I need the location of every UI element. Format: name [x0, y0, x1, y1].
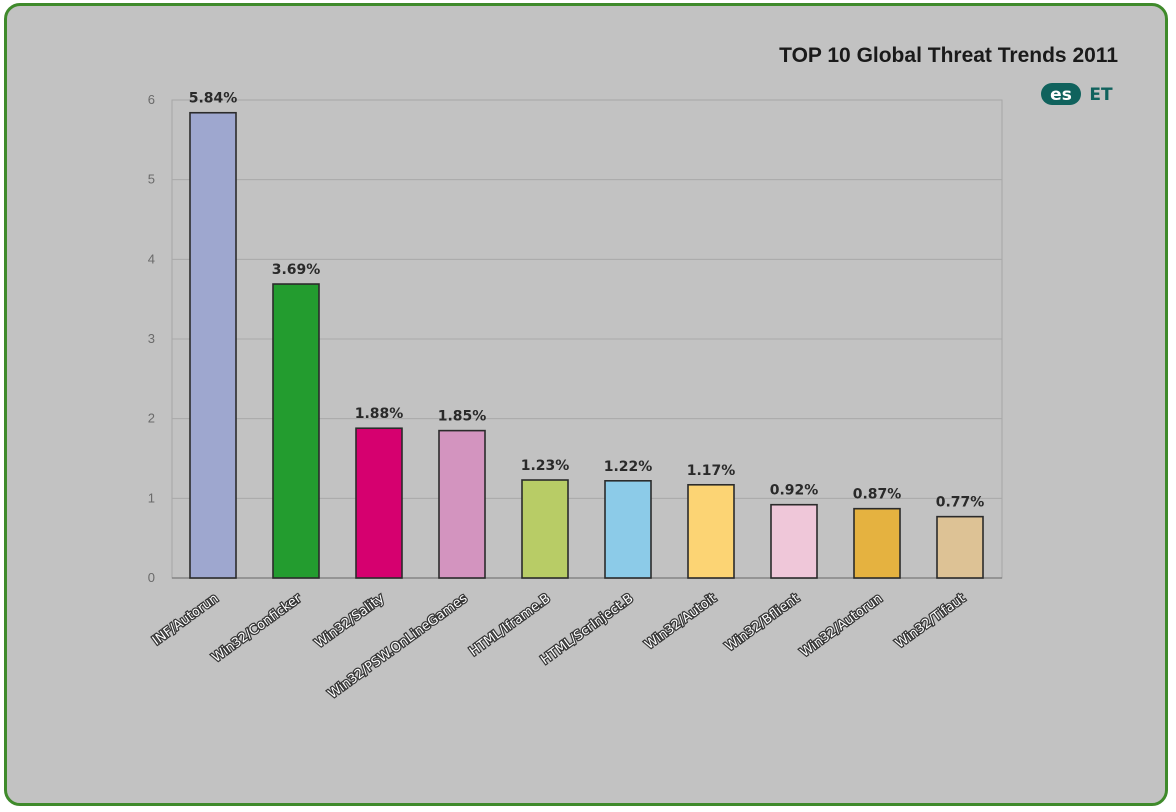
- chart-title: TOP 10 Global Threat Trends 2011: [779, 44, 1118, 67]
- x-tick-label: Win32/Bflient: [723, 591, 803, 655]
- x-tick-label: Win32/Conficker: [209, 591, 304, 666]
- y-tick-label: 4: [148, 251, 155, 266]
- y-tick-label: 3: [148, 331, 155, 346]
- data-label: 0.87%: [853, 487, 902, 503]
- x-tick-label: HTML/Iframe.B: [467, 591, 553, 660]
- x-tick-label: Win32/Tifaut: [893, 591, 968, 652]
- data-label: 0.92%: [770, 483, 819, 499]
- x-tick-label: Win32/PSW.OnLineGames: [326, 591, 471, 702]
- data-label: 1.22%: [604, 459, 653, 475]
- bar: [438, 429, 486, 579]
- bar: [687, 483, 735, 579]
- svg-text:es: es: [1050, 85, 1072, 105]
- data-label: 1.23%: [521, 458, 570, 474]
- x-tick-label: INF/Autorun: [150, 591, 221, 649]
- bar: [355, 427, 403, 579]
- bar: [853, 507, 901, 579]
- data-label: 0.77%: [936, 495, 985, 511]
- data-label: 5.84%: [189, 91, 238, 107]
- bar: [604, 480, 652, 579]
- bar: [272, 283, 320, 579]
- y-tick-label: 5: [148, 172, 155, 187]
- bar: [936, 515, 984, 579]
- x-tick-label: Win32/Sality: [313, 591, 388, 651]
- data-label: 1.85%: [438, 409, 487, 425]
- x-tick-label: Win32/Autoit: [642, 591, 719, 653]
- bar: [770, 503, 818, 579]
- data-label: 1.17%: [687, 463, 736, 479]
- y-tick-label: 2: [148, 411, 155, 426]
- eset-logo: es ET: [1041, 83, 1113, 105]
- data-label: 1.88%: [355, 406, 404, 422]
- y-tick-label: 0: [148, 570, 155, 585]
- bar: [189, 111, 237, 579]
- x-tick-label: Win32/Autorun: [798, 591, 886, 660]
- bar: [521, 479, 569, 579]
- svg-text:ET: ET: [1089, 85, 1113, 105]
- data-label: 3.69%: [272, 262, 321, 278]
- y-tick-label: 1: [148, 490, 155, 505]
- x-tick-label: HTML/ScrInject.B: [538, 591, 636, 668]
- y-tick-label: 6: [148, 92, 155, 107]
